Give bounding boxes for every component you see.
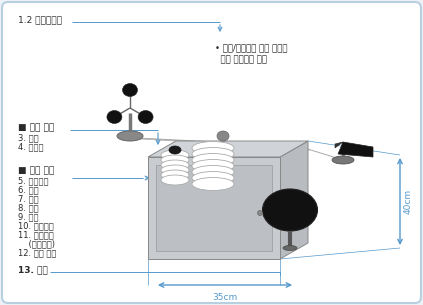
Polygon shape [280, 141, 308, 259]
Ellipse shape [192, 142, 234, 155]
Ellipse shape [192, 171, 234, 185]
Ellipse shape [192, 148, 234, 160]
Ellipse shape [161, 170, 189, 180]
Text: 13. 합계: 13. 합계 [18, 265, 48, 274]
Ellipse shape [138, 110, 153, 124]
Text: 11. 메인보드: 11. 메인보드 [18, 230, 54, 239]
Ellipse shape [283, 246, 297, 250]
Ellipse shape [192, 178, 234, 191]
Text: • 풍향/풍속계는 설치 장소에: • 풍향/풍속계는 설치 장소에 [215, 43, 288, 52]
Text: ■ 외부 센서: ■ 외부 센서 [18, 123, 54, 132]
Polygon shape [335, 142, 343, 148]
Ellipse shape [192, 160, 234, 173]
Ellipse shape [161, 160, 189, 170]
Text: 10. 행복지수: 10. 행복지수 [18, 221, 54, 230]
Text: 따라 분리되는 구조: 따라 분리되는 구조 [215, 55, 267, 64]
Text: 7. 습도: 7. 습도 [18, 194, 38, 203]
Ellipse shape [123, 84, 137, 96]
Polygon shape [338, 142, 373, 157]
Text: 8. 소음: 8. 소음 [18, 203, 38, 212]
Ellipse shape [107, 110, 122, 124]
Text: 6. 온도: 6. 온도 [18, 185, 38, 194]
Ellipse shape [161, 150, 189, 160]
Ellipse shape [161, 155, 189, 165]
Ellipse shape [217, 131, 229, 141]
Text: ■ 내부 센서: ■ 내부 센서 [18, 166, 54, 175]
Text: 3. 조도: 3. 조도 [18, 133, 38, 142]
Text: 12. 통신 모듈: 12. 통신 모듈 [18, 248, 56, 257]
Polygon shape [148, 157, 280, 259]
Text: 1.2 풍향풍속기: 1.2 풍향풍속기 [18, 15, 62, 24]
Text: 40cm: 40cm [404, 189, 413, 214]
Text: 4. 자외선: 4. 자외선 [18, 142, 44, 151]
Ellipse shape [117, 131, 143, 141]
Ellipse shape [192, 153, 234, 167]
Ellipse shape [332, 156, 354, 164]
Ellipse shape [169, 146, 181, 154]
Ellipse shape [258, 210, 263, 216]
FancyBboxPatch shape [2, 2, 421, 303]
Ellipse shape [161, 165, 189, 175]
Polygon shape [156, 165, 272, 251]
Text: (서브보드): (서브보드) [18, 239, 55, 248]
Text: 9. 진동: 9. 진동 [18, 212, 38, 221]
Text: 5. 미세먼지: 5. 미세먼지 [18, 176, 49, 185]
Text: 35cm: 35cm [212, 293, 238, 302]
Ellipse shape [161, 175, 189, 185]
Ellipse shape [263, 189, 318, 231]
Ellipse shape [192, 166, 234, 178]
Polygon shape [148, 141, 308, 157]
